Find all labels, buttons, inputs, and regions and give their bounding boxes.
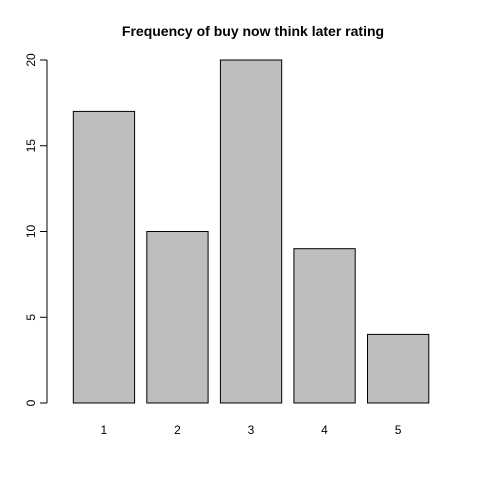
bar-group xyxy=(72,59,430,404)
y-axis: 0 5 10 15 20 xyxy=(24,53,48,406)
y-tick-label: 5 xyxy=(24,314,38,321)
x-tick-label: 4 xyxy=(321,423,328,437)
bar-5 xyxy=(367,333,430,404)
x-tick-label: 3 xyxy=(248,423,255,437)
y-tick-label: 20 xyxy=(24,53,38,67)
chart-title: Frequency of buy now think later rating xyxy=(122,23,384,39)
x-tick-label: 5 xyxy=(395,423,402,437)
x-tick-label: 2 xyxy=(174,423,181,437)
bar-4 xyxy=(293,248,356,404)
bar-1 xyxy=(72,110,136,404)
bar-3 xyxy=(219,59,283,404)
x-axis-labels: 1 2 3 4 5 xyxy=(101,423,402,437)
x-tick-label: 1 xyxy=(101,423,108,437)
y-tick-label: 15 xyxy=(24,139,38,153)
y-tick-label: 10 xyxy=(24,225,38,239)
bar-2 xyxy=(146,231,209,404)
y-tick-label: 0 xyxy=(24,399,38,406)
